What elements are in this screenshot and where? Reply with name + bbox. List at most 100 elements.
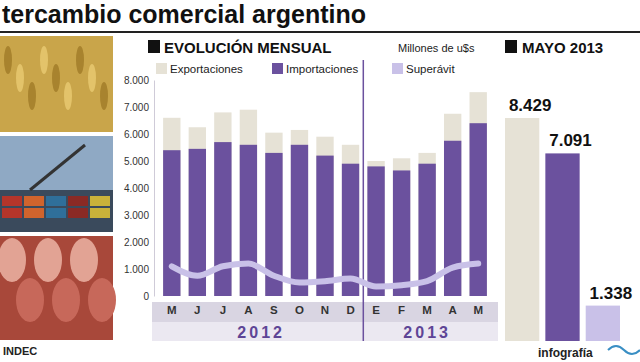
year-divider	[363, 60, 365, 341]
x-tick-label: S	[270, 304, 278, 316]
meat-cut	[70, 238, 98, 282]
container	[90, 196, 110, 206]
y-tick-label: 5.000	[124, 156, 149, 167]
container	[46, 196, 66, 206]
y-tick: 5.000	[124, 156, 154, 167]
bar	[505, 118, 539, 341]
x-tick-label: J	[194, 304, 200, 316]
y-tick-label: 8.000	[124, 75, 149, 86]
chart-title: MAYO 2013	[522, 39, 603, 56]
x-tick-label: N	[321, 304, 329, 316]
x-tick: J	[220, 303, 226, 316]
infographic: tercambio comercial argentinoEVOLUCIÓN M…	[0, 0, 640, 362]
x-tick: J	[194, 303, 200, 316]
bar-series	[163, 123, 487, 296]
wheat-ear	[64, 82, 72, 110]
x-tick-label: E	[372, 304, 380, 316]
container	[2, 208, 22, 218]
x-tick: M	[473, 303, 483, 316]
bar	[470, 123, 487, 296]
y-tick: 6.000	[124, 129, 154, 140]
year-label: 2013	[403, 324, 451, 341]
legend-label: Superávit	[406, 63, 455, 75]
credit: infografía	[538, 346, 593, 360]
x-tick-label: M	[422, 304, 432, 316]
y-tick-label: 1.000	[124, 264, 149, 275]
y-tick-label: 7.000	[124, 102, 149, 113]
container	[24, 208, 44, 218]
credit-logo	[608, 346, 640, 354]
y-axis-line	[154, 81, 155, 297]
x-tick-label: M	[473, 304, 483, 316]
y-tick-label: 2.000	[124, 237, 149, 248]
bar	[316, 137, 333, 296]
data-labels: 8.4297.0911.338	[509, 96, 632, 303]
photo-wheat	[0, 36, 113, 132]
title-rule	[0, 31, 640, 33]
bar	[189, 127, 206, 296]
x-tick-label: D	[346, 304, 354, 316]
legend: Exportaciones Importaciones Superávit	[156, 63, 455, 75]
y-axis-title: Millones de u$s	[398, 42, 475, 54]
legend-item: Superávit	[392, 63, 455, 75]
year-label: 2012	[237, 324, 285, 341]
x-tick: O	[295, 303, 304, 316]
photo-port-sky	[0, 136, 113, 232]
y-tick: 1.000	[124, 264, 154, 275]
source: INDEC	[3, 345, 37, 357]
line	[172, 264, 478, 287]
x-tick: S	[270, 303, 278, 316]
legend-item: Exportaciones	[156, 63, 243, 75]
bar	[367, 166, 384, 296]
main-title: tercambio comercial argentino	[2, 0, 366, 28]
bar	[291, 145, 308, 296]
y-axis: 01.0002.0003.0004.0005.0006.0007.0008.00…	[124, 75, 155, 302]
bar	[291, 130, 308, 296]
x-tick-label: O	[295, 304, 304, 316]
meat-cut	[0, 238, 26, 282]
photos	[0, 36, 116, 340]
x-tick-label: J	[220, 304, 226, 316]
meat-cut	[52, 278, 80, 322]
container	[90, 208, 110, 218]
bar	[316, 156, 333, 296]
x-tick: F	[398, 303, 405, 316]
data-label: 7.091	[549, 131, 592, 150]
legend-swatch	[392, 63, 403, 74]
panel-marker	[148, 40, 160, 53]
plot-area	[505, 118, 620, 341]
container	[46, 208, 66, 218]
data-label: 8.429	[509, 96, 552, 115]
legend-label: Importaciones	[286, 63, 358, 75]
y-tick-label: 4.000	[124, 183, 149, 194]
bar	[240, 145, 257, 296]
x-tick: A	[449, 303, 457, 316]
y-tick: 7.000	[124, 102, 154, 113]
legend-item: Importaciones	[272, 63, 358, 75]
x-tick: E	[372, 303, 380, 316]
wheat-ear	[28, 82, 36, 110]
year-band	[152, 322, 498, 341]
wheat-ear	[4, 46, 12, 74]
legend-label: Exportaciones	[170, 63, 243, 75]
bar	[342, 145, 359, 296]
container	[68, 196, 88, 206]
bar	[586, 306, 620, 341]
x-tick-label: F	[398, 304, 405, 316]
bar	[367, 161, 384, 296]
x-tick: M	[422, 303, 432, 316]
wheat-ear	[16, 64, 24, 92]
x-tick: A	[244, 303, 252, 316]
wheat-ear	[52, 64, 60, 92]
meat-cut	[34, 238, 62, 282]
legend-swatch	[272, 63, 283, 74]
y-tick: 4.000	[124, 183, 154, 194]
wheat-ear	[88, 64, 96, 92]
photo-port-ship	[0, 190, 113, 232]
x-tick-label: M	[167, 304, 177, 316]
legend-swatch	[156, 63, 167, 74]
meat-cut	[16, 278, 44, 322]
meat-cut	[88, 278, 116, 322]
x-tick: D	[346, 303, 354, 316]
y-tick: 2.000	[124, 237, 154, 248]
